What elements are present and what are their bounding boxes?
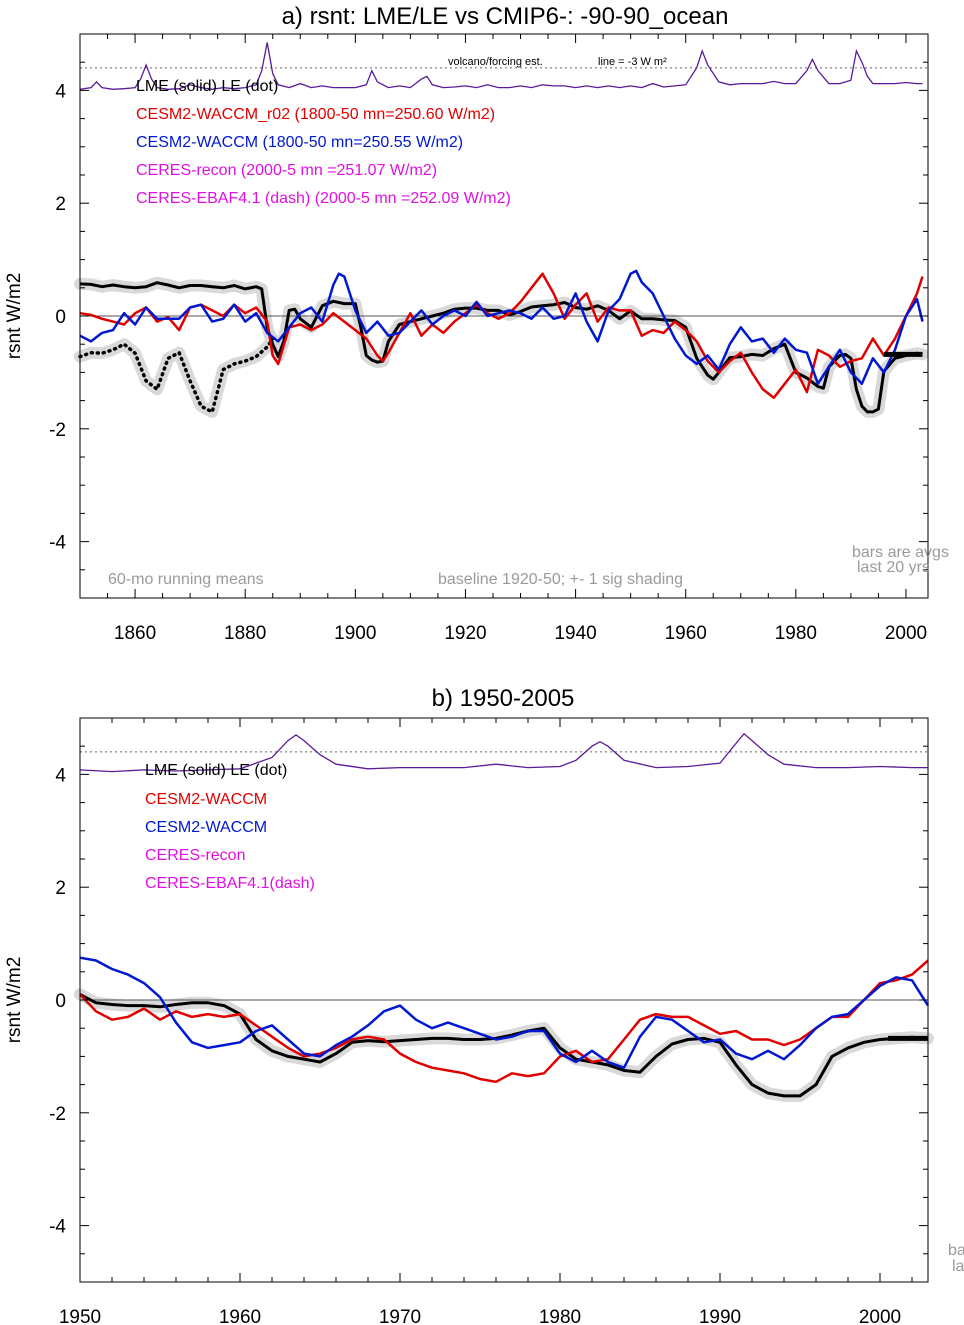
x-tick-label-a: 1860 bbox=[114, 623, 156, 644]
x-tick-label-a: 1980 bbox=[775, 623, 817, 644]
lme-series-a-shading bbox=[74, 276, 929, 418]
x-tick-label-b: 1960 bbox=[219, 1307, 261, 1325]
cesm2-waccm-r02-series-b bbox=[79, 959, 929, 1084]
legend-a-ceres-recon: CERES-recon (2000-5 mn =251.07 W/m2) bbox=[136, 162, 437, 179]
panel-b: b) 1950-2005 rsnt W/m2 -4 -2 0 2 4 1950 1960 19… bbox=[4, 685, 964, 1325]
legend-a-cesm2-r02: CESM2-WACCM_r02 (1800-50 mn=250.60 W/m2) bbox=[136, 106, 495, 123]
x-tick-label-a: 2000 bbox=[885, 623, 927, 644]
le-series-a bbox=[78, 336, 275, 414]
x-tick-label-b: 2000 bbox=[859, 1307, 901, 1325]
legend-a-cesm2: CESM2-WACCM (1800-50 mn=250.55 W/m2) bbox=[136, 134, 463, 151]
x-tick-label-a: 1940 bbox=[554, 623, 596, 644]
note-baseline: baseline 1920-50; +- 1 sig shading bbox=[438, 571, 683, 588]
y-tick-label-a: 4 bbox=[55, 81, 66, 102]
note-bars-avgs: bars are avgs bbox=[852, 544, 949, 561]
x-tick-label-b: 1950 bbox=[59, 1307, 101, 1325]
y-tick-label-b: 0 bbox=[55, 991, 66, 1012]
y-tick-label-b: 4 bbox=[55, 765, 66, 786]
cesm2-waccm-series-b bbox=[79, 956, 930, 1069]
volcano-line-label: line = -3 W m² bbox=[598, 56, 667, 68]
cesm2-waccm-r02-series-a bbox=[79, 272, 924, 400]
panel-a-title: a) rsnt: LME/LE vs CMIP6-: -90-90_ocean bbox=[282, 3, 729, 30]
legend-b-ceres-ebaf: CERES-EBAF4.1(dash) bbox=[145, 875, 315, 892]
panel-b-title: b) 1950-2005 bbox=[432, 685, 575, 712]
lme-series-a bbox=[79, 281, 923, 414]
x-tick-label-a: 1960 bbox=[665, 623, 707, 644]
x-tick-label-a: 1920 bbox=[444, 623, 486, 644]
legend-b-ceres-recon: CERES-recon bbox=[145, 847, 245, 864]
volcano-series-a bbox=[79, 42, 923, 90]
note-last-20: last 20 yrs bbox=[857, 559, 930, 576]
panel-a-ylabel: rsnt W/m2 bbox=[4, 273, 25, 360]
cesm2-waccm-series-a bbox=[79, 269, 924, 385]
legend-a-lme: LME (solid) LE (dot) bbox=[136, 78, 278, 95]
panel-b-ylabel: rsnt W/m2 bbox=[4, 957, 25, 1044]
y-tick-label-b: 2 bbox=[55, 878, 66, 899]
y-tick-label-b: -4 bbox=[49, 1217, 66, 1238]
x-tick-label-b: 1970 bbox=[379, 1307, 421, 1325]
legend-a-ceres-ebaf: CERES-EBAF4.1 (dash) (2000-5 mn =252.09 … bbox=[136, 190, 511, 207]
note-b-la: la bbox=[952, 1258, 964, 1275]
x-tick-label-a: 1880 bbox=[224, 623, 266, 644]
y-tick-label-b: -2 bbox=[49, 1104, 66, 1125]
legend-b-lme: LME (solid) LE (dot) bbox=[145, 762, 287, 779]
y-tick-label-a: 0 bbox=[55, 307, 66, 328]
note-b-ba: ba bbox=[948, 1242, 964, 1259]
panel-a: a) rsnt: LME/LE vs CMIP6-: -90-90_ocean … bbox=[4, 3, 949, 644]
lme-series-b bbox=[79, 993, 929, 1098]
y-tick-label-a: 2 bbox=[55, 194, 66, 215]
legend-b-cesm2: CESM2-WACCM bbox=[145, 819, 267, 836]
legend-b-cesm2-r02: CESM2-WACCM bbox=[145, 791, 267, 808]
volcano-series-b bbox=[79, 732, 928, 773]
x-tick-label-b: 1990 bbox=[699, 1307, 741, 1325]
x-tick-label-a: 1900 bbox=[334, 623, 376, 644]
x-tick-label-b: 1980 bbox=[539, 1307, 581, 1325]
y-tick-label-a: -4 bbox=[49, 533, 66, 554]
note-running-means: 60-mo running means bbox=[108, 571, 264, 588]
volcano-label: volcano/forcing est. bbox=[448, 56, 543, 68]
y-tick-label-a: -2 bbox=[49, 420, 66, 441]
